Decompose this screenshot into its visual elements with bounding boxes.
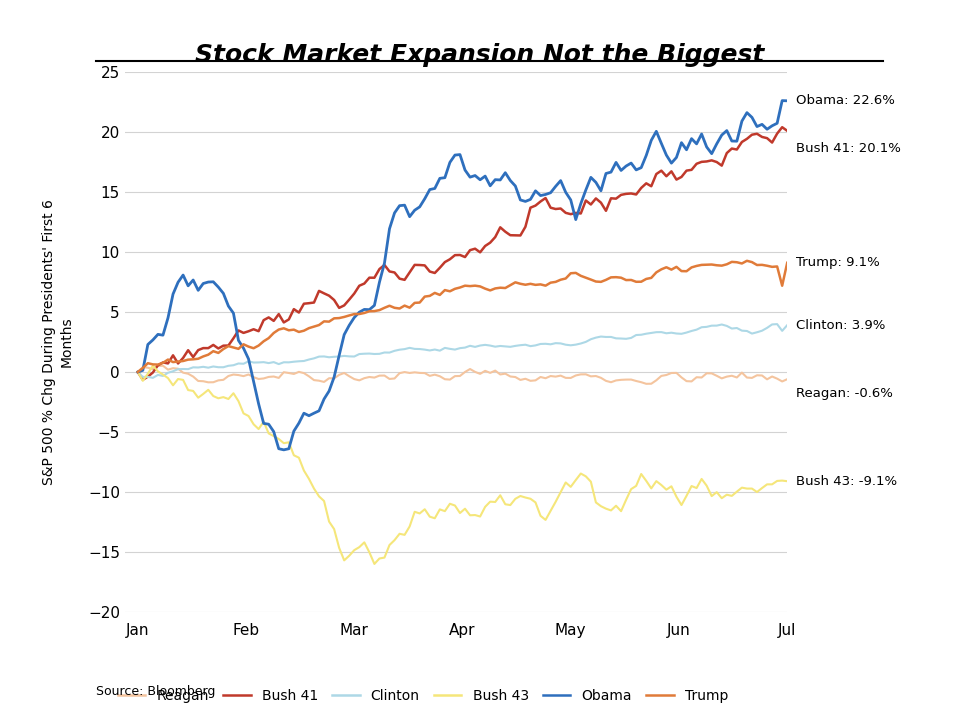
Reagan [565, 374, 577, 382]
Bush 41 [777, 123, 788, 132]
Clinton [474, 341, 486, 350]
Clinton [147, 374, 158, 382]
Bush 43 [132, 368, 144, 377]
Clinton [615, 334, 627, 343]
Bush 43 [369, 559, 380, 568]
Trump [640, 274, 652, 283]
Obama [474, 176, 486, 184]
Line: Obama: Obama [138, 101, 787, 450]
Obama [777, 96, 788, 105]
Clinton [414, 345, 425, 354]
Obama [278, 446, 290, 454]
Clinton [772, 320, 783, 328]
Reagan [414, 369, 425, 377]
Reagan [474, 369, 486, 378]
Trump [781, 258, 793, 267]
Bush 43 [147, 361, 158, 370]
Bush 43 [419, 505, 430, 513]
Reagan [781, 375, 793, 384]
Bush 43 [570, 476, 582, 485]
Obama [781, 96, 793, 105]
Bush 41 [565, 210, 577, 218]
Clinton [132, 368, 144, 377]
Text: Stock Market Expansion Not the Biggest: Stock Market Expansion Not the Biggest [195, 43, 765, 67]
Reagan [132, 368, 144, 377]
Y-axis label: S&P 500 % Chg During Presidents' First 6
Months: S&P 500 % Chg During Presidents' First 6… [41, 199, 74, 485]
Obama [645, 136, 657, 145]
Line: Trump: Trump [138, 261, 787, 372]
Bush 41 [474, 248, 486, 256]
Text: Reagan: -0.6%: Reagan: -0.6% [796, 387, 893, 400]
Bush 43 [479, 503, 491, 511]
Reagan [640, 379, 652, 388]
Legend: Reagan, Bush 41, Clinton, Bush 43, Obama, Trump: Reagan, Bush 41, Clinton, Bush 43, Obama… [112, 684, 733, 709]
Bush 41 [615, 191, 627, 199]
Trump [308, 323, 320, 331]
Bush 41 [137, 375, 149, 384]
Text: Clinton: 3.9%: Clinton: 3.9% [796, 319, 885, 332]
Line: Reagan: Reagan [138, 366, 787, 384]
Clinton [313, 352, 324, 361]
Trump [611, 273, 622, 282]
Text: Source: Bloomberg: Source: Bloomberg [96, 685, 215, 698]
Reagan [313, 377, 324, 385]
Obama [414, 202, 425, 211]
Obama [132, 368, 144, 377]
Bush 41 [132, 368, 144, 377]
Text: Bush 41: 20.1%: Bush 41: 20.1% [796, 143, 900, 156]
Bush 43 [313, 492, 324, 500]
Reagan [157, 361, 169, 370]
Obama [615, 166, 627, 175]
Trump [560, 274, 571, 283]
Clinton [781, 321, 793, 330]
Text: Bush 43: -9.1%: Bush 43: -9.1% [796, 474, 897, 487]
Trump [409, 299, 420, 307]
Reagan [615, 376, 627, 384]
Trump [469, 282, 481, 290]
Bush 43 [651, 477, 662, 485]
Bush 43 [620, 495, 632, 504]
Text: Trump: 9.1%: Trump: 9.1% [796, 256, 879, 269]
Bush 41 [313, 287, 324, 295]
Bush 43 [781, 477, 793, 485]
Bush 41 [781, 127, 793, 135]
Obama [313, 407, 324, 415]
Obama [565, 196, 577, 204]
Bush 41 [414, 261, 425, 269]
Line: Bush 41: Bush 41 [138, 127, 787, 379]
Trump [132, 368, 144, 377]
Reagan [651, 376, 662, 384]
Line: Clinton: Clinton [138, 324, 787, 378]
Clinton [565, 341, 577, 350]
Clinton [645, 328, 657, 337]
Text: Obama: 22.6%: Obama: 22.6% [796, 94, 895, 107]
Trump [741, 256, 753, 265]
Line: Bush 43: Bush 43 [138, 366, 787, 564]
Bush 41 [645, 182, 657, 191]
